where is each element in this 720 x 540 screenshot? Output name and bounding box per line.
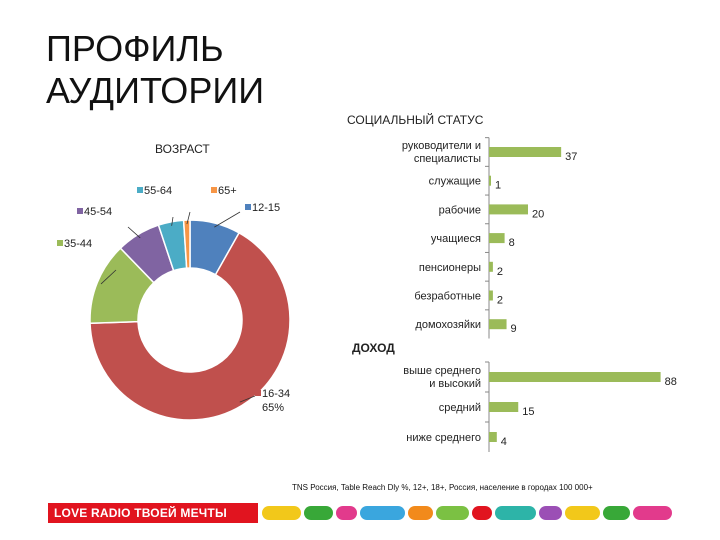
source-footnote: TNS Россия, Table Reach Dly %, 12+, 18+,…	[292, 483, 593, 492]
donut-label-45-54: 45-54	[84, 206, 112, 218]
social-value-label: 2	[497, 266, 503, 278]
social-value-label: 2	[497, 295, 503, 307]
social-bar	[489, 290, 493, 301]
donut-slice-16-34	[89, 231, 291, 421]
page-title-line1: ПРОФИЛЬ	[46, 28, 224, 69]
age-chart-title: ВОЗРАСТ	[155, 142, 210, 156]
donut-label-55-64: 55-64	[144, 185, 172, 197]
social-value-label: 8	[509, 237, 515, 249]
donut-leader-16-34	[239, 395, 256, 403]
social-category-label: служащие	[429, 176, 481, 188]
donut-leader-55-64	[171, 216, 174, 226]
income-category-label: выше среднего	[403, 365, 481, 377]
social-bar	[489, 261, 493, 272]
donut-legend-key-12-15	[245, 204, 251, 210]
income-value-label: 15	[522, 406, 534, 418]
donut-legend-key-55-64	[137, 187, 143, 193]
social-value-label: 9	[511, 323, 517, 335]
social-bar	[489, 204, 528, 215]
income-category-label: средний	[439, 402, 481, 414]
donut-legend-key-45-54	[77, 208, 83, 214]
donut-legend-key-16-34	[255, 390, 261, 396]
donut-leader-65+	[186, 211, 191, 225]
donut-leader-45-54	[127, 226, 141, 239]
donut-label-65+: 65+	[218, 185, 237, 197]
social-category-label: специалисты	[414, 153, 481, 165]
donut-slice-65+	[182, 219, 191, 269]
page-title-line2: АУДИТОРИИ	[46, 70, 265, 111]
donut-legend-key-35-44	[57, 240, 63, 246]
brand-logo: LOVE RADIO ТВОЕЙ МЕЧТЫ	[48, 503, 258, 523]
donut-leader-12-15	[214, 211, 241, 228]
social-category-label: учащиеся	[431, 233, 481, 245]
social-bar	[489, 319, 507, 330]
brand-color-splash	[262, 503, 672, 523]
income-category-label: и высокий	[429, 378, 481, 390]
social-category-label: рабочие	[439, 204, 481, 216]
social-category-label: пенсионеры	[419, 262, 481, 274]
donut-leader-35-44	[100, 269, 117, 285]
social-value-label: 20	[532, 208, 544, 220]
social-category-label: домохозяйки	[415, 319, 481, 331]
social-bar	[489, 147, 562, 157]
social-chart-title: СОЦИАЛЬНЫЙ СТАТУС	[347, 113, 484, 127]
page-title: ПРОФИЛЬ АУДИТОРИИ	[46, 28, 316, 112]
social-category-label: безработные	[414, 291, 481, 303]
donut-legend-key-65+	[211, 187, 217, 193]
income-bar	[489, 402, 519, 412]
social-bar	[489, 175, 491, 186]
income-value-label: 4	[501, 436, 507, 448]
income-chart-title: ДОХОД	[352, 341, 395, 355]
social-category-label: руководители и	[402, 140, 481, 152]
income-category-label: ниже среднего	[406, 432, 481, 444]
donut-value-label-16-34: 65%	[262, 402, 284, 414]
income-value-label: 88	[665, 376, 677, 388]
social-value-label: 37	[565, 151, 577, 163]
donut-label-16-34: 16-34	[262, 388, 290, 400]
donut-label-35-44: 35-44	[64, 238, 92, 250]
social-value-label: 1	[495, 180, 501, 192]
donut-label-12-15: 12-15	[252, 202, 280, 214]
income-bar	[489, 432, 497, 442]
income-bar	[489, 372, 661, 382]
social-bar	[489, 233, 505, 244]
